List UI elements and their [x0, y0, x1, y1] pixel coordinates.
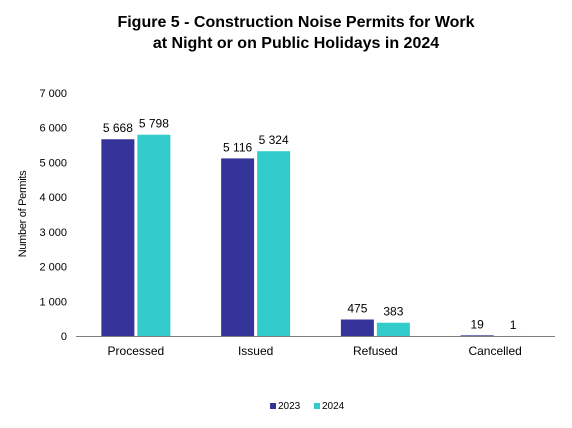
- y-tick-label: 0: [61, 331, 67, 343]
- x-axis: Processed Issued Refused Cancelled: [108, 344, 522, 358]
- y-axis: 0 1 000 2 000 3 000 4 000 5 000 6 000 7 000: [39, 88, 67, 343]
- y-tick-label: 5 000: [39, 157, 67, 169]
- bar-2023-refused: [340, 319, 374, 336]
- data-label-2024-refused: 383: [383, 305, 403, 319]
- legend-swatch-2024: [314, 403, 320, 409]
- data-label-2023-refused: 475: [347, 302, 367, 316]
- y-tick-label: 6 000: [39, 123, 67, 135]
- bars-group: [101, 134, 530, 336]
- chart-title-line-1: Figure 5 - Construction Noise Permits fo…: [117, 14, 474, 31]
- legend-label-2024: 2024: [322, 401, 345, 412]
- bar-2023-cancelled: [460, 335, 494, 336]
- y-tick-label: 1 000: [39, 296, 67, 308]
- y-tick-label: 7 000: [39, 88, 67, 100]
- y-tick-label: 2 000: [39, 262, 67, 274]
- data-label-2024-processed: 5 798: [139, 117, 169, 131]
- x-tick-label-cancelled: Cancelled: [468, 344, 521, 358]
- x-tick-label-processed: Processed: [108, 344, 165, 358]
- data-label-2023-cancelled: 19: [470, 317, 484, 331]
- x-tick-label-issued: Issued: [238, 344, 273, 358]
- legend-swatch-2023: [270, 403, 276, 409]
- data-label-2023-issued: 5 116: [223, 140, 252, 154]
- data-label-2024-issued: 5 324: [259, 133, 289, 147]
- bar-2024-issued: [257, 151, 291, 336]
- y-tick-label: 3 000: [39, 227, 67, 239]
- bar-2024-refused: [376, 322, 410, 336]
- y-axis-label: Number of Permits: [17, 170, 29, 257]
- data-label-2023-processed: 5 668: [103, 121, 133, 135]
- data-label-2024-cancelled: 1: [510, 318, 517, 332]
- y-tick-label: 4 000: [39, 192, 67, 204]
- bar-2024-processed: [137, 134, 171, 336]
- legend-label-2023: 2023: [278, 401, 301, 412]
- x-tick-label-refused: Refused: [353, 344, 398, 358]
- data-labels-group: 5 668 5 798 5 116 5 324 475 383 19 1: [103, 117, 517, 332]
- legend: 2023 2024: [270, 401, 345, 412]
- chart-title-line-2: at Night or on Public Holidays in 2024: [153, 35, 439, 52]
- bar-2023-issued: [221, 158, 255, 336]
- bar-2023-processed: [101, 139, 135, 336]
